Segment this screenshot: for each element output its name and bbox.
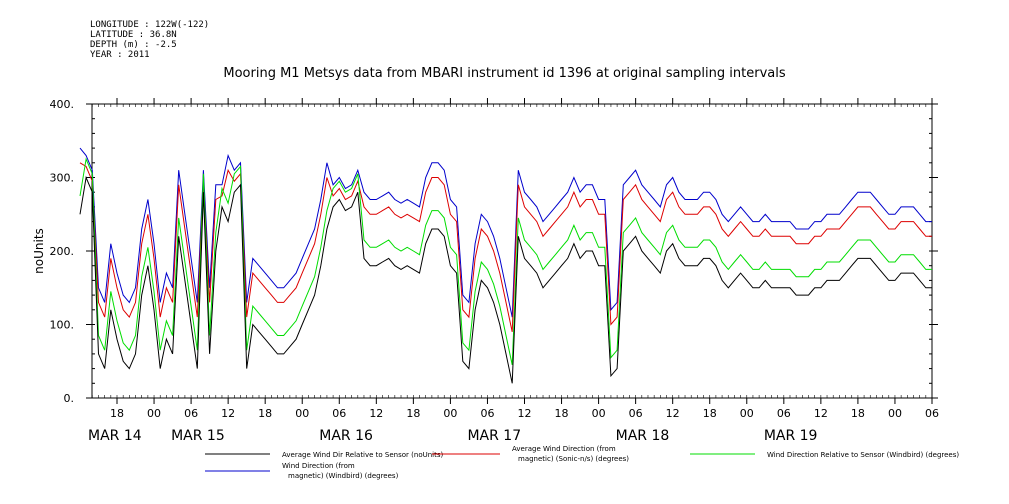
x-tick-label: 12 bbox=[518, 407, 532, 420]
x-tick-label: 00 bbox=[592, 407, 606, 420]
chart-title: Mooring M1 Metsys data from MBARI instru… bbox=[223, 66, 786, 81]
x-tick-label: 18 bbox=[555, 407, 569, 420]
day-label: MAR 17 bbox=[467, 428, 521, 444]
x-tick-label: 12 bbox=[369, 407, 383, 420]
legend-label-line2: magnetic) (Sonic-n/s) (degrees) bbox=[518, 455, 629, 463]
series-line-blue bbox=[79, 147, 932, 318]
longitude-text: LONGITUDE : 122W(-122) bbox=[90, 20, 210, 30]
legend-label: Wind Direction Relative to Sensor (Windb… bbox=[767, 451, 959, 459]
x-tick-label: 00 bbox=[888, 407, 902, 420]
series-group bbox=[79, 147, 932, 384]
x-tick-label: 18 bbox=[851, 407, 865, 420]
x-tick-label: 06 bbox=[629, 407, 643, 420]
x-tick-label: 06 bbox=[777, 407, 791, 420]
legend-label: Average Wind Dir Relative to Sensor (noU… bbox=[282, 451, 443, 459]
x-tick-label: 12 bbox=[814, 407, 828, 420]
axes: 0. 100. 200. 300. 400. noUnits 18 00 06 12 18 00 06 1… bbox=[32, 98, 939, 444]
legend-label-line1: Wind Direction (from bbox=[282, 462, 355, 470]
x-tick-label: 18 bbox=[703, 407, 717, 420]
legend-label-line2: magnetic) (Windbird) (degrees) bbox=[288, 472, 399, 480]
x-tick-label: 18 bbox=[258, 407, 272, 420]
series-line-black bbox=[79, 175, 932, 384]
x-tick-label: 18 bbox=[406, 407, 420, 420]
year-text: YEAR : 2011 bbox=[90, 50, 150, 60]
series-line-green bbox=[79, 157, 932, 366]
y-tick-label: 400. bbox=[50, 98, 75, 111]
series-line-red bbox=[79, 162, 932, 333]
day-label: MAR 18 bbox=[616, 428, 670, 444]
legend: Average Wind Dir Relative to Sensor (noU… bbox=[205, 445, 959, 480]
y-tick-label: 0. bbox=[64, 392, 75, 405]
x-tick-label: 06 bbox=[184, 407, 198, 420]
metadata-block: LONGITUDE : 122W(-122) LATITUDE : 36.8N … bbox=[90, 20, 209, 60]
day-label: MAR 14 bbox=[88, 428, 142, 444]
x-tick-label: 12 bbox=[221, 407, 235, 420]
x-tick-label: 12 bbox=[666, 407, 680, 420]
x-tick-label: 00 bbox=[443, 407, 457, 420]
y-tick-label: 200. bbox=[50, 245, 75, 258]
y-tick-label: 100. bbox=[50, 319, 75, 332]
x-tick-label: 00 bbox=[147, 407, 161, 420]
legend-label-line1: Average Wind Direction (from bbox=[512, 445, 616, 453]
depth-text: DEPTH (m) : -2.5 bbox=[90, 40, 177, 50]
plot-frame bbox=[91, 103, 933, 399]
x-tick-label: 06 bbox=[332, 407, 346, 420]
day-label: MAR 16 bbox=[319, 428, 373, 444]
y-axis-label: noUnits bbox=[32, 228, 46, 274]
latitude-text: LATITUDE : 36.8N bbox=[90, 30, 177, 40]
x-tick-label: 06 bbox=[925, 407, 939, 420]
day-label: MAR 19 bbox=[764, 428, 818, 444]
y-tick-label: 300. bbox=[50, 172, 75, 185]
x-tick-label: 06 bbox=[480, 407, 494, 420]
x-tick-label: 00 bbox=[740, 407, 754, 420]
day-label: MAR 15 bbox=[171, 428, 225, 444]
x-tick-label: 18 bbox=[110, 407, 124, 420]
x-tick-label: 00 bbox=[295, 407, 309, 420]
